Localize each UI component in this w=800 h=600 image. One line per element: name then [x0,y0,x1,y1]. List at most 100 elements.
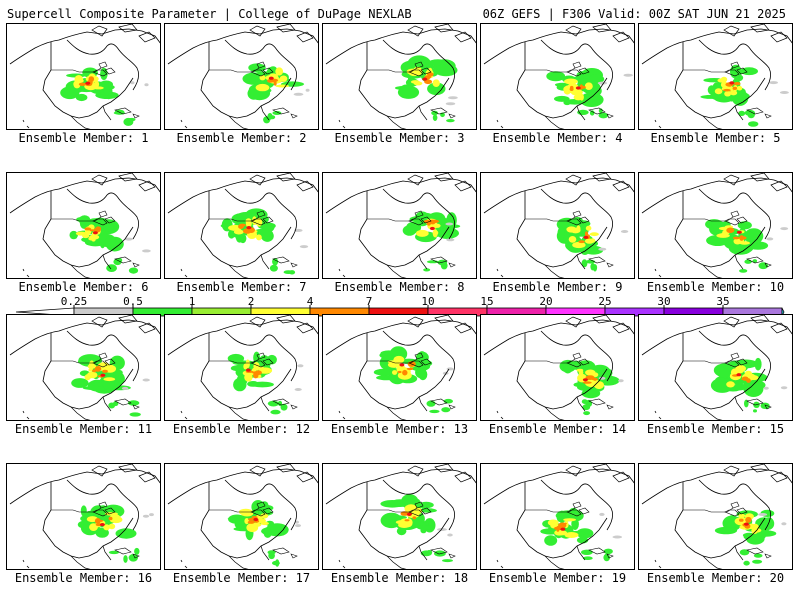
panel-map [480,23,635,130]
panel-map-svg [167,315,318,420]
panel-map-svg [325,315,476,420]
ensemble-panel: Ensemble Member: 20 [638,463,793,588]
colorbar-tick-label: 0.25 [61,296,88,308]
panel-map [164,23,319,130]
colorbar-tick-label: 4 [307,296,314,308]
colorbar-tick-label: 0.5 [123,296,143,308]
panel-label: Ensemble Member: 9 [492,280,623,294]
colorbar-tick-label: 35 [716,296,729,308]
panel-label: Ensemble Member: 5 [650,131,781,145]
panel-map [322,463,477,570]
panel-map-svg [641,24,792,129]
panel-label: Ensemble Member: 12 [172,422,311,436]
panel-row-3: Ensemble Member: 11 Ensemble Member: 12 … [6,314,794,439]
panel-map-svg [483,24,634,129]
panel-map [638,172,793,279]
panel-map [638,463,793,570]
panel-row-4: Ensemble Member: 16 Ensemble Member: 17 … [6,463,794,588]
colorbar-segments [15,307,785,317]
panel-label: Ensemble Member: 8 [334,280,465,294]
panel-map [164,314,319,421]
panel-map-svg [483,315,634,420]
run-info: 06Z GEFS | F306 Valid: 00Z SAT JUN 21 20… [482,7,786,21]
panel-map-svg [9,464,160,569]
panel-label: Ensemble Member: 2 [176,131,307,145]
ensemble-panel: Ensemble Member: 10 [638,172,793,297]
ensemble-panel: Ensemble Member: 6 [6,172,161,297]
panel-label: Ensemble Member: 6 [18,280,149,294]
panel-map [322,172,477,279]
ensemble-panel: Ensemble Member: 17 [164,463,319,588]
panel-map-svg [167,24,318,129]
ensemble-panel: Ensemble Member: 7 [164,172,319,297]
panel-map [322,23,477,130]
panel-label: Ensemble Member: 14 [488,422,627,436]
panel-map [480,172,635,279]
panel-map-svg [483,173,634,278]
panel-label: Ensemble Member: 17 [172,571,311,585]
panel-map [164,172,319,279]
panel-label: Ensemble Member: 4 [492,131,623,145]
panel-map [6,463,161,570]
panel-label: Ensemble Member: 19 [488,571,627,585]
colorbar-tick-label: 20 [539,296,552,308]
ensemble-panel: Ensemble Member: 14 [480,314,635,439]
panel-label: Ensemble Member: 1 [18,131,149,145]
ensemble-panel: Ensemble Member: 18 [322,463,477,588]
panel-label: Ensemble Member: 20 [646,571,785,585]
panel-map-svg [167,173,318,278]
panel-map [164,463,319,570]
panel-map [480,314,635,421]
panel-map-svg [325,173,476,278]
panel-label: Ensemble Member: 15 [646,422,785,436]
panel-map-svg [483,464,634,569]
panel-map-svg [167,464,318,569]
panel-row-1: Ensemble Member: 1 Ensemble Member: 2 En… [6,23,794,148]
colorbar-tick-label: 15 [480,296,493,308]
ensemble-panel: Ensemble Member: 9 [480,172,635,297]
panel-map [6,172,161,279]
ensemble-panel: Ensemble Member: 2 [164,23,319,148]
panel-row-2: Ensemble Member: 6 Ensemble Member: 7 En… [6,172,794,297]
map-title: Supercell Composite Parameter | College … [7,7,412,21]
panel-map-svg [641,315,792,420]
panel-label: Ensemble Member: 11 [14,422,153,436]
panel-map [6,314,161,421]
panel-map-svg [325,24,476,129]
panel-label: Ensemble Member: 16 [14,571,153,585]
ensemble-panel: Ensemble Member: 19 [480,463,635,588]
panel-label: Ensemble Member: 10 [646,280,785,294]
panel-label: Ensemble Member: 13 [330,422,469,436]
panel-map-svg [641,464,792,569]
colorbar-tick-label: 1 [189,296,196,308]
panel-map-svg [9,24,160,129]
panel-map [480,463,635,570]
ensemble-panel: Ensemble Member: 16 [6,463,161,588]
colorbar-ticks: 0.25 0.5 1 2 4 7 10 15 20 25 30 35 [61,296,730,308]
colorbar-tick-label: 7 [366,296,373,308]
ensemble-panel: Ensemble Member: 1 [6,23,161,148]
panel-map [6,23,161,130]
panel-label: Ensemble Member: 18 [330,571,469,585]
ensemble-panel: Ensemble Member: 5 [638,23,793,148]
colorbar: 0.25 0.5 1 2 4 7 10 15 20 25 30 35 [15,296,785,317]
panel-map [638,314,793,421]
ensemble-panel: Ensemble Member: 3 [322,23,477,148]
ensemble-panel: Ensemble Member: 4 [480,23,635,148]
panel-map-svg [9,173,160,278]
ensemble-panel: Ensemble Member: 13 [322,314,477,439]
panel-map [638,23,793,130]
panel-map [322,314,477,421]
panel-map-svg [9,315,160,420]
colorbar-tick-label: 25 [598,296,611,308]
ensemble-panel: Ensemble Member: 15 [638,314,793,439]
ensemble-panel: Ensemble Member: 8 [322,172,477,297]
ensemble-panel: Ensemble Member: 12 [164,314,319,439]
colorbar-tick-label: 10 [421,296,434,308]
panel-map-svg [641,173,792,278]
ensemble-panel: Ensemble Member: 11 [6,314,161,439]
panel-label: Ensemble Member: 3 [334,131,465,145]
colorbar-tick-label: 2 [248,296,255,308]
colorbar-tick-label: 30 [657,296,670,308]
panel-label: Ensemble Member: 7 [176,280,307,294]
